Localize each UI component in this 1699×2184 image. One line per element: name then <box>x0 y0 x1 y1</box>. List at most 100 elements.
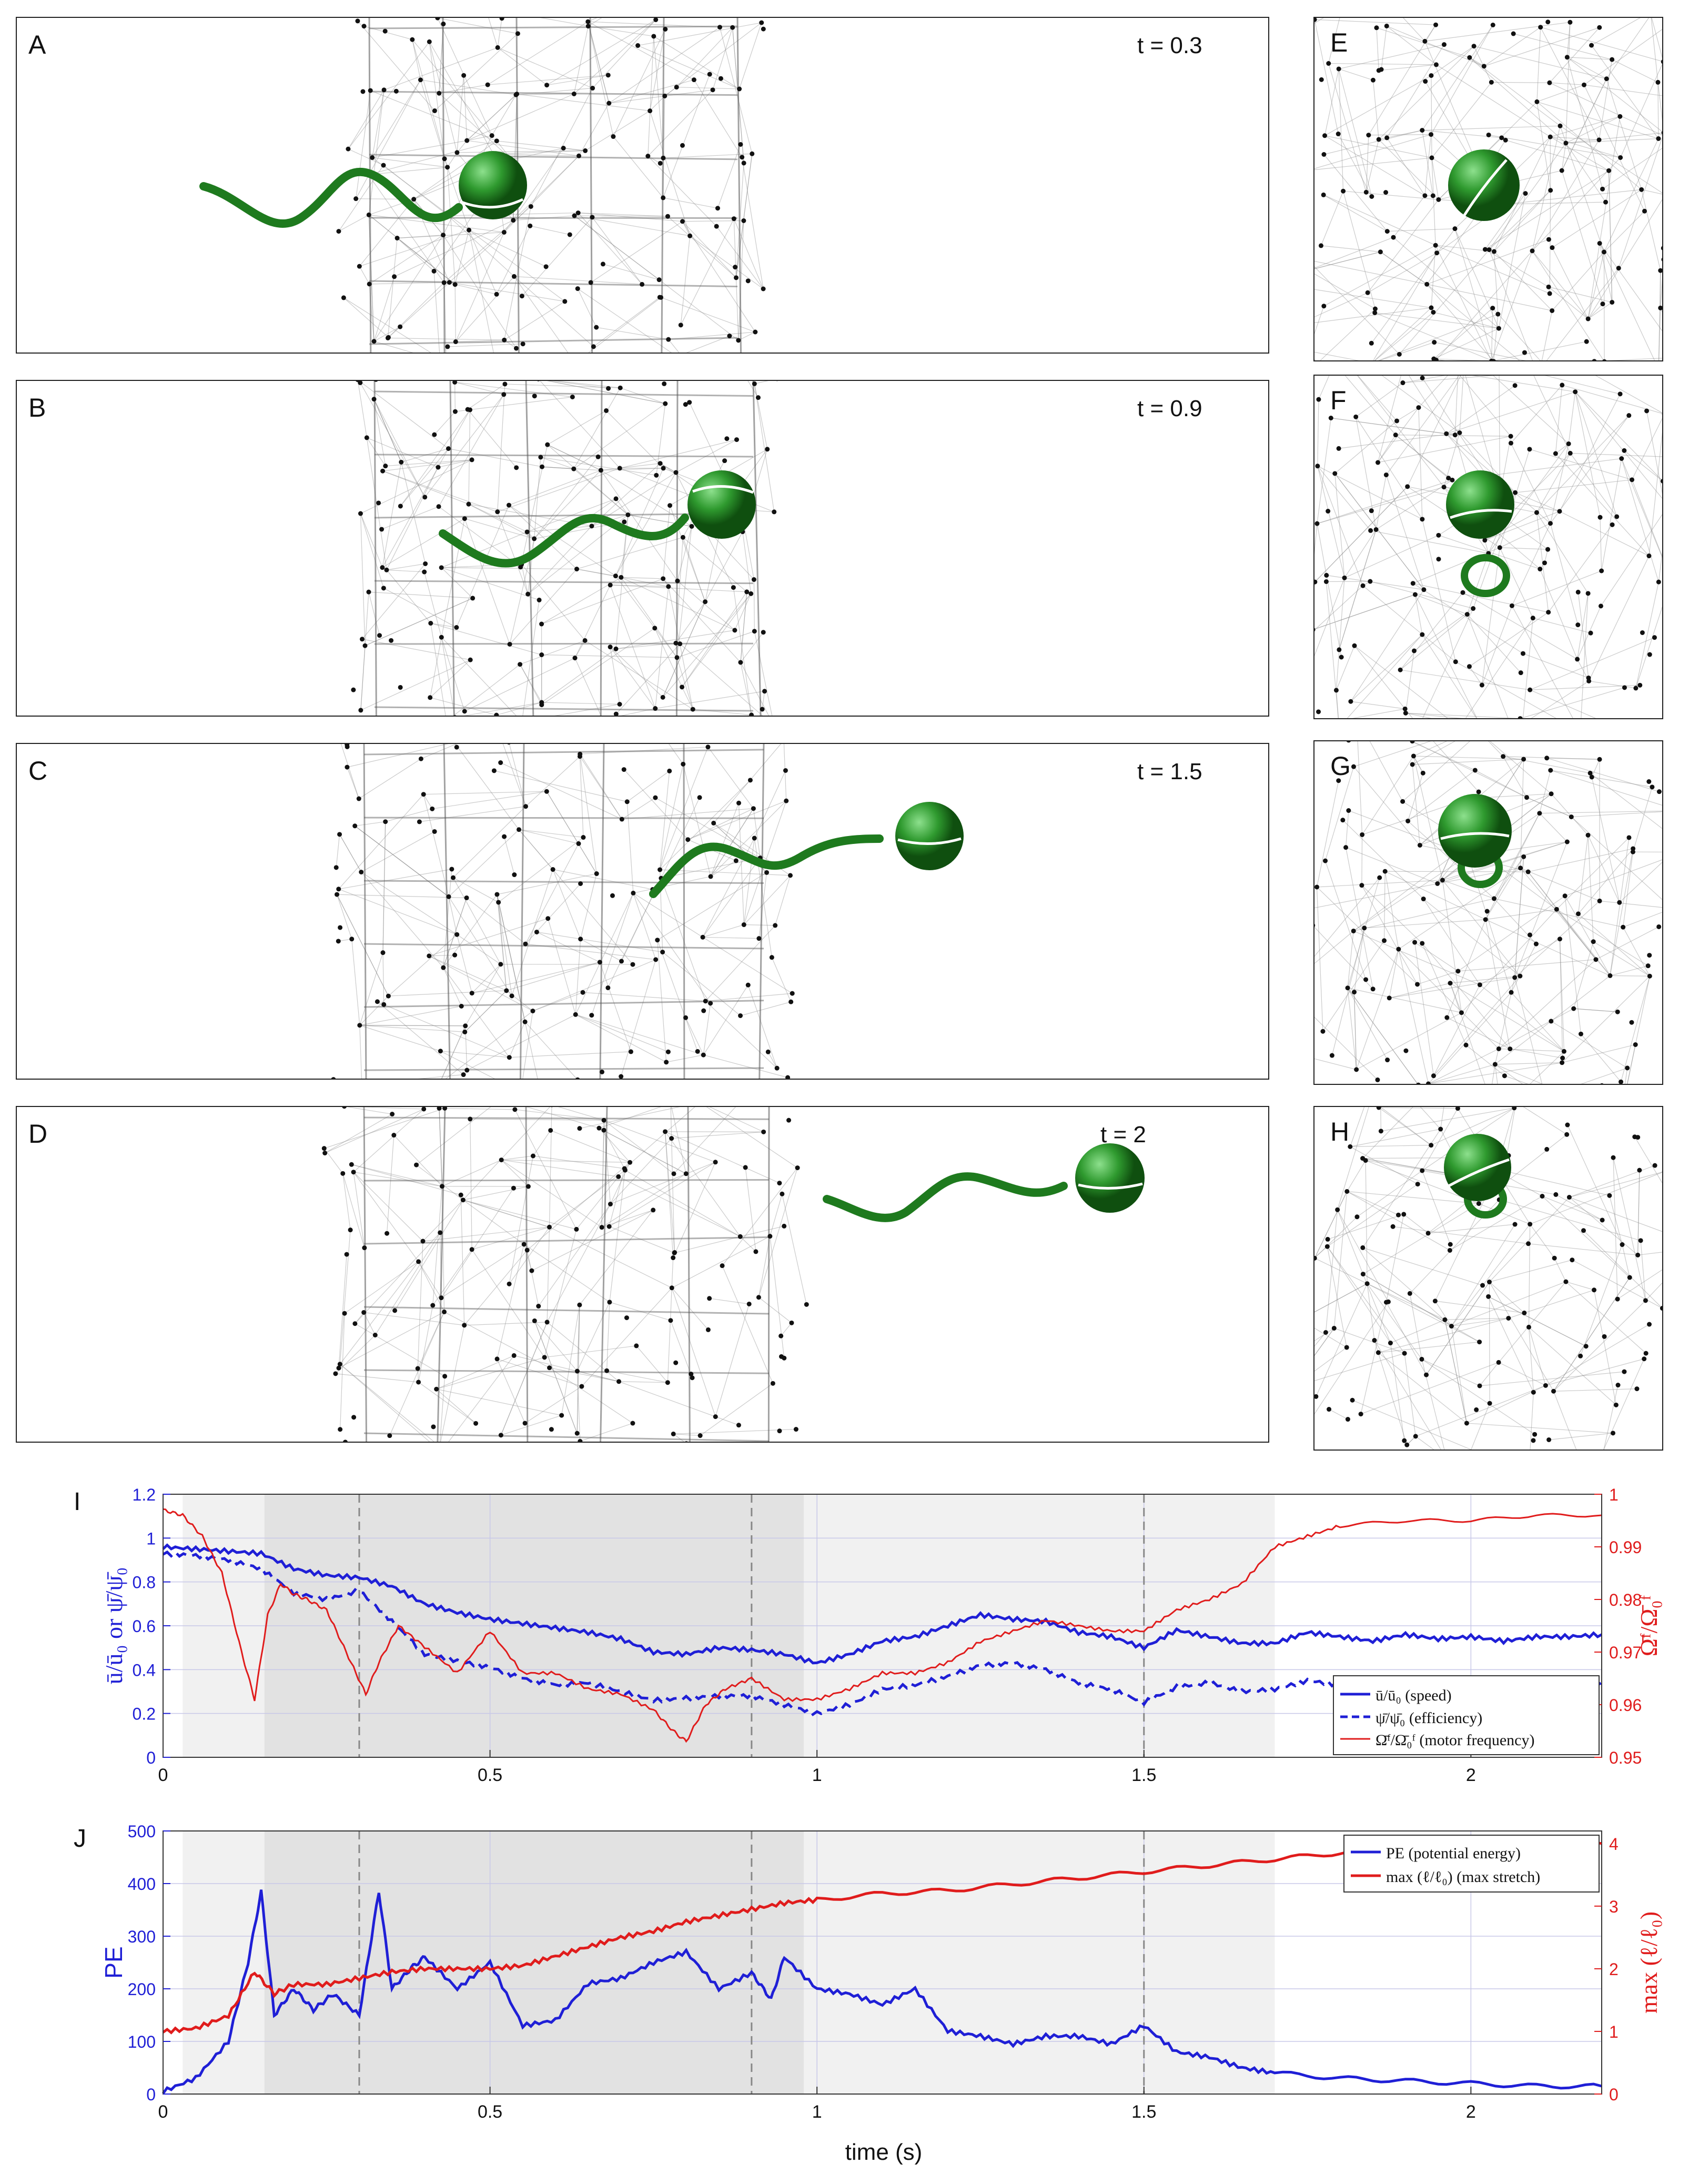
network-fibers <box>336 744 793 1079</box>
flagellum-tail <box>439 514 689 568</box>
panel-label-h: H <box>1330 1117 1350 1146</box>
chart-j-energy-stretch: J 0 0.5 1 1.5 2 0 100 200 300 400 500 0 1 2 3 4 time … <box>74 1822 1662 2165</box>
y-tick-label: 100 <box>128 2032 156 2051</box>
flagellum-tail <box>649 834 884 898</box>
phase-shade <box>804 1831 1275 2094</box>
y-tick-label: 0.8 <box>133 1573 156 1592</box>
legend-label-frequency: Ω̄ᶠ/Ω̄₀ᶠ (motor frequency) <box>1376 1732 1534 1749</box>
network-scene-a <box>199 18 766 353</box>
network-scene-b <box>351 381 778 716</box>
x-tick-label: 1.5 <box>1131 2102 1156 2122</box>
network-fibers <box>323 1107 807 1442</box>
network-scene-c <box>331 744 964 1079</box>
y2-tick-label: 0.99 <box>1609 1538 1642 1557</box>
y-tick-label: 0 <box>146 2085 156 2104</box>
time-label-a: t = 0.3 <box>1137 33 1202 58</box>
y-tick-label: 0.6 <box>133 1617 156 1636</box>
network-nodes <box>321 1107 809 1442</box>
snapshot-panel-d: D t = 2 <box>16 1106 1269 1443</box>
y2-axis-label: max (ℓ/ℓ₀) <box>1635 1911 1662 2014</box>
legend-label-stretch: max (ℓ/ℓ₀) (max stretch) <box>1386 1868 1540 1886</box>
y2-tick-label: 2 <box>1609 1960 1619 1979</box>
phase-shade <box>183 1831 265 2094</box>
cell-body-sphere <box>895 802 964 870</box>
cell-body-sphere <box>1444 1134 1511 1201</box>
body-equator-line <box>897 837 962 845</box>
panel-label-e: E <box>1330 28 1348 57</box>
series-line-1 <box>162 1840 1602 2035</box>
network-fibers <box>357 381 775 716</box>
zoom-scene-f <box>1314 376 1662 718</box>
legend-label-pe: PE (potential energy) <box>1386 1845 1521 1862</box>
cell-body-sphere <box>1446 470 1514 539</box>
panel-label-d: D <box>28 1119 48 1149</box>
x-tick-label: 1 <box>812 2102 822 2122</box>
series-line-2 <box>163 1508 1602 1743</box>
x-tick-label: 0.5 <box>478 2102 502 2122</box>
zoom-scene-h <box>1314 1107 1662 1450</box>
x-tick-label: 1.5 <box>1131 1765 1156 1785</box>
y-tick-label: 1 <box>146 1529 156 1548</box>
flagellum-tail <box>823 1172 1068 1222</box>
chart-panel-label: I <box>74 1488 80 1516</box>
network-nodes <box>331 744 795 1079</box>
y2-tick-label: 1 <box>1609 2022 1619 2041</box>
x-tick-label: 2 <box>1466 2102 1476 2122</box>
panel-label-a: A <box>28 30 46 59</box>
body-equator-line <box>1450 509 1512 519</box>
time-label-b: t = 0.9 <box>1137 396 1202 421</box>
x-axis-label: time (s) <box>845 2139 923 2165</box>
panel-label-g: G <box>1330 751 1351 781</box>
y2-axis-label: Ω̄ᶠ/Ω̄₀ᶠ <box>1635 1595 1662 1656</box>
network-fibers <box>1314 741 1662 1084</box>
zoom-panel-e: E <box>1313 17 1663 361</box>
body-equator-line <box>692 485 754 494</box>
network-nodes <box>1314 376 1662 718</box>
network-nodes <box>336 18 766 351</box>
legend: PE (potential energy) max (ℓ/ℓ₀) (max st… <box>1343 1835 1600 1893</box>
network-nodes <box>351 381 778 716</box>
y-axis-label: PE <box>100 1946 127 1978</box>
x-tick-label: 0.5 <box>478 1765 502 1785</box>
y-tick-label: 0 <box>146 1748 156 1767</box>
zoom-panel-f: F <box>1313 375 1663 719</box>
y2-tick-label: 4 <box>1609 1835 1619 1854</box>
snapshot-panel-a: A t = 0.3 <box>16 17 1269 354</box>
cell-body-sphere <box>1438 794 1512 868</box>
network-fibers <box>1314 376 1662 718</box>
y-tick-label: 500 <box>128 1822 156 1841</box>
zoom-scene-g <box>1314 741 1662 1084</box>
snapshot-panel-c: C t = 1.5 <box>16 743 1269 1080</box>
y-tick-label: 1.2 <box>133 1485 156 1504</box>
body-equator-line <box>1463 159 1508 216</box>
y2-tick-label: 0 <box>1609 2085 1619 2104</box>
y2-tick-label: 0.97 <box>1609 1643 1642 1662</box>
chart-panel-label: J <box>74 1825 86 1853</box>
network-scene-d <box>321 1107 1145 1442</box>
body-equator-line <box>461 198 524 209</box>
panel-label-c: C <box>28 756 48 786</box>
y2-tick-label: 3 <box>1609 1897 1619 1916</box>
network-nodes <box>1314 741 1662 1084</box>
x-tick-label: 0 <box>158 1765 168 1785</box>
y-tick-label: 400 <box>128 1875 156 1894</box>
flagellum-tail <box>199 167 463 228</box>
y-tick-label: 0.4 <box>133 1660 156 1679</box>
body-equator-line <box>1440 832 1510 840</box>
chart-i-speed-efficiency-frequency: I 0 0.5 1 1.5 2 0 0.2 0.4 0.6 0.8 1 1.2 0.95 0.96 0.… <box>74 1485 1662 1785</box>
panel-label-f: F <box>1330 386 1347 415</box>
series-line-0 <box>162 1543 1603 1665</box>
zoom-panel-g: G <box>1313 740 1663 1085</box>
legend-label-speed: ū/ū₀ (speed) <box>1376 1687 1452 1704</box>
cell-body-sphere <box>1075 1143 1145 1213</box>
x-tick-label: 1 <box>812 1765 822 1785</box>
network-fibers <box>338 18 764 353</box>
y2-tick-label: 0.96 <box>1609 1696 1642 1715</box>
x-tick-label: 2 <box>1466 1765 1476 1785</box>
time-label-d: t = 2 <box>1100 1122 1146 1148</box>
y-axis-label: ū/ū₀ or ψ̄/ψ̄₀ <box>100 1567 127 1685</box>
zoom-panel-h: H <box>1313 1106 1663 1451</box>
time-label-c: t = 1.5 <box>1137 759 1202 784</box>
zoom-scene-e <box>1314 18 1662 360</box>
y-tick-label: 0.2 <box>133 1705 156 1724</box>
